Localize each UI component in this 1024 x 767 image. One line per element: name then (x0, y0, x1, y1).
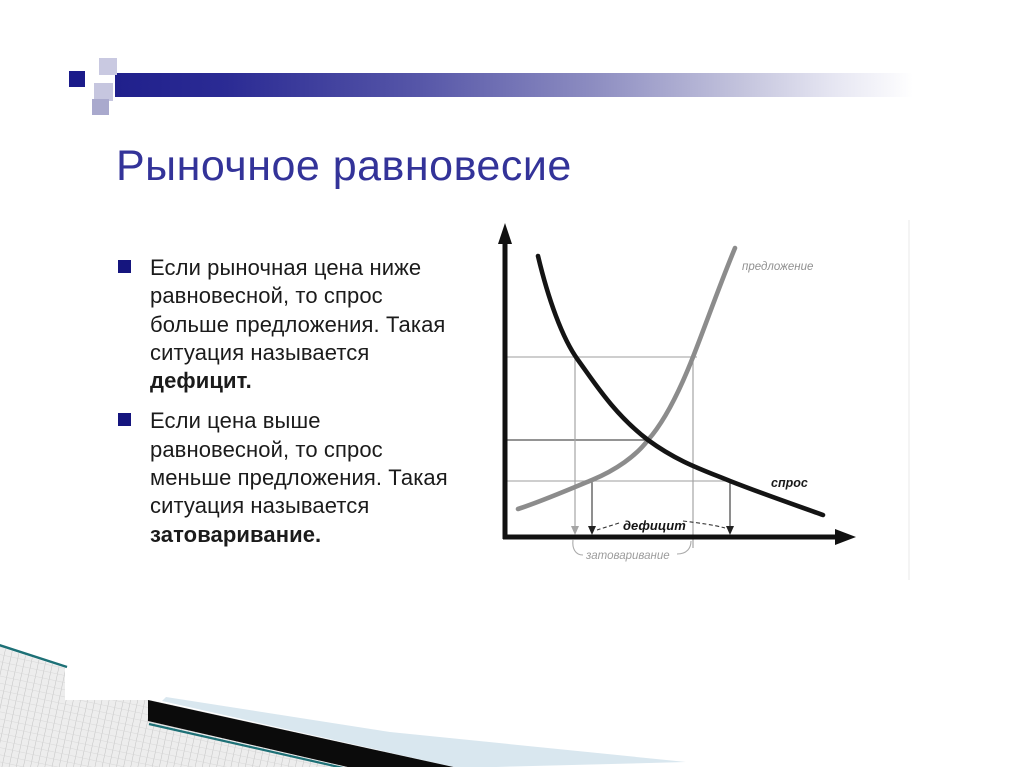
down-arrow-icon (571, 526, 579, 535)
overstock-label: затоваривание (585, 550, 670, 562)
x-axis-arrow-icon (835, 529, 856, 545)
bullet-square-icon (118, 413, 131, 427)
market-equilibrium-graph: предложение спрос дефицит затоваривание (468, 218, 914, 584)
teal-accent-line-lower (148, 722, 344, 767)
teal-accent-line-upper (0, 644, 68, 669)
black-diagonal-band (148, 700, 454, 767)
deficit-leaders (596, 520, 726, 531)
header-pixel-square-medium-bottom (92, 99, 109, 115)
header-pixel-square-dark (69, 71, 85, 87)
price-reference-lines (505, 356, 730, 482)
supply-label: предложение (742, 261, 813, 273)
y-axis-arrow-icon (498, 223, 512, 244)
demand-curve (535, 253, 826, 518)
axes (498, 223, 856, 545)
header-pixel-square-light-top (99, 58, 117, 75)
bullet-body: Если цена выше равновесной, то спрос мен… (150, 408, 448, 519)
slide-title: Рыночное равновесие (116, 142, 572, 190)
bullet-body: Если рыночная цена ниже равновесной, то … (150, 255, 446, 365)
supply-curve (515, 245, 738, 512)
down-arrow-icon (726, 526, 734, 535)
pale-blue-wedge (162, 697, 686, 767)
bullet-square-icon (118, 260, 131, 273)
overstock-leaders (572, 539, 692, 556)
footer-decoration (0, 640, 1024, 767)
header-gradient-bar (115, 73, 913, 97)
bullet-list: Если рыночная цена ниже равновесной, то … (118, 254, 498, 549)
hatched-wedge (0, 647, 455, 767)
header-pixel-square-light-mid (94, 83, 113, 101)
bullet-term: затоваривание. (150, 521, 322, 547)
bullet-term: дефицит. (150, 368, 252, 394)
down-arrow-icon (588, 526, 596, 535)
demand-label: спрос (771, 476, 808, 490)
bullet-item-deficit: Если рыночная цена ниже равновесной, то … (118, 254, 498, 395)
bullet-text: Если цена выше равновесной, то спрос мен… (150, 407, 448, 548)
quantity-reference-lines (571, 357, 734, 548)
deficit-label: дефицит (623, 518, 686, 533)
bullet-item-overstock: Если цена выше равновесной, то спрос мен… (118, 407, 498, 548)
bullet-text: Если рыночная цена ниже равновесной, то … (150, 254, 445, 395)
